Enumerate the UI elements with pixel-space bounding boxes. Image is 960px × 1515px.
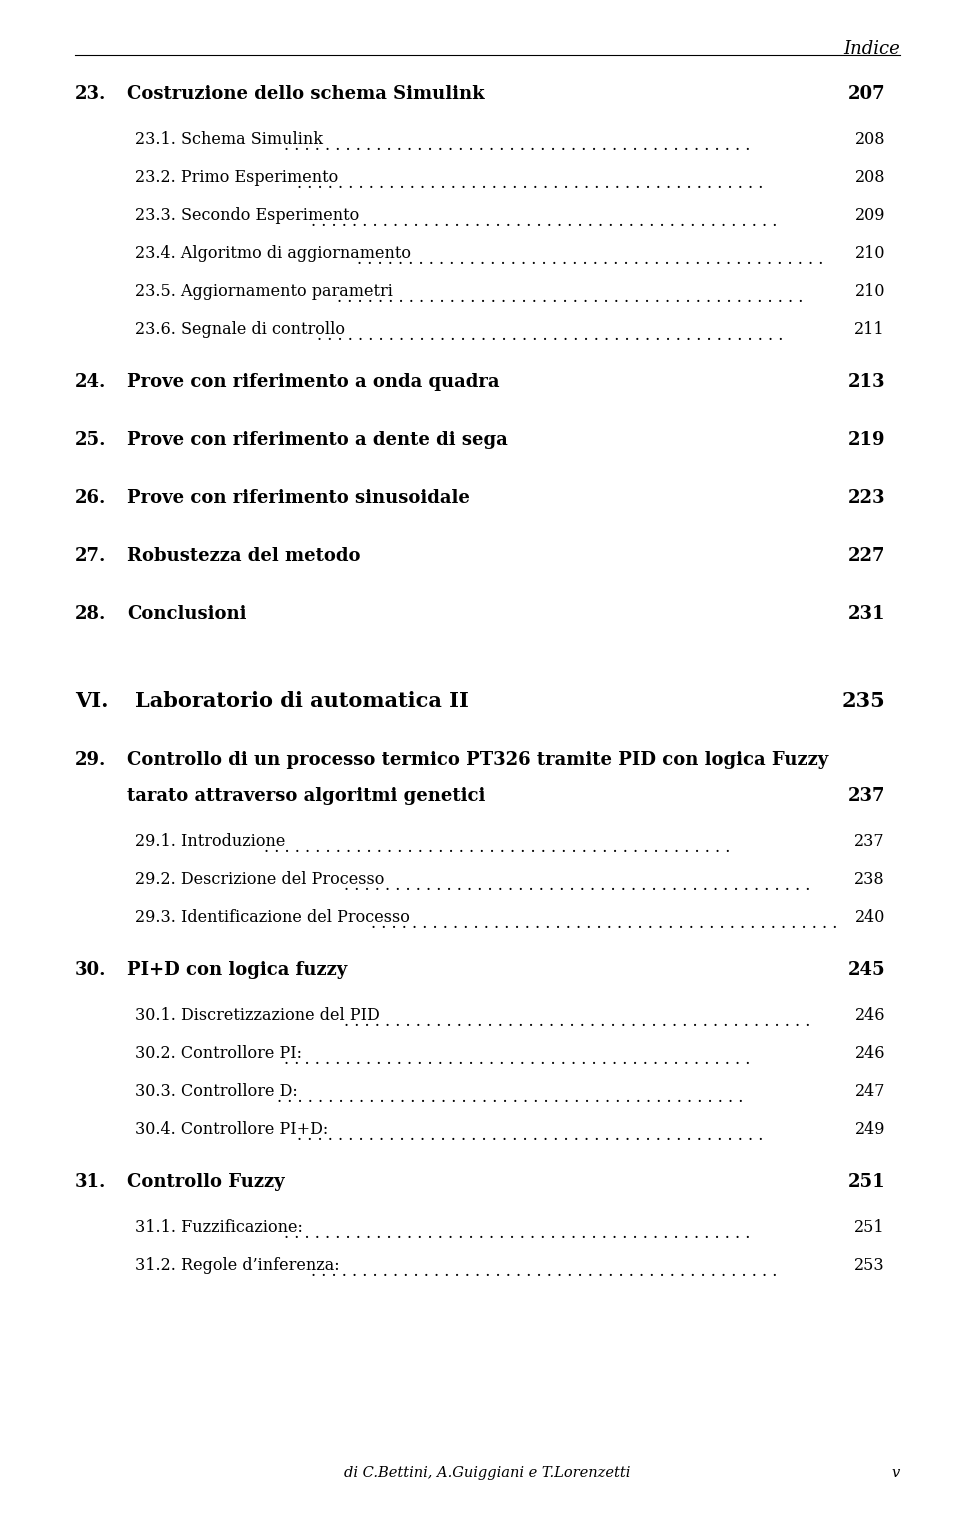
Text: . . . . . . . . . . . . . . . . . . . . . . . . . . . . . . . . . . . . . . . . : . . . . . . . . . . . . . . . . . . . . … — [310, 1262, 777, 1280]
Text: 23.1. Schema Simulink: 23.1. Schema Simulink — [135, 130, 323, 148]
Text: 23.: 23. — [75, 85, 107, 103]
Text: VI.: VI. — [75, 691, 108, 711]
Text: 209: 209 — [854, 208, 885, 224]
Text: 247: 247 — [854, 1083, 885, 1100]
Text: 31.: 31. — [75, 1173, 107, 1191]
Text: 28.: 28. — [75, 604, 107, 623]
Text: . . . . . . . . . . . . . . . . . . . . . . . . . . . . . . . . . . . . . . . . : . . . . . . . . . . . . . . . . . . . . … — [297, 1127, 763, 1144]
Text: . . . . . . . . . . . . . . . . . . . . . . . . . . . . . . . . . . . . . . . . : . . . . . . . . . . . . . . . . . . . . … — [284, 1224, 750, 1241]
Text: 237: 237 — [854, 833, 885, 850]
Text: 30.2. Controllore PI:: 30.2. Controllore PI: — [135, 1045, 302, 1062]
Text: Controllo di un processo termico PT326 tramite PID con logica Fuzzy: Controllo di un processo termico PT326 t… — [127, 751, 828, 770]
Text: Indice: Indice — [843, 39, 900, 58]
Text: 238: 238 — [854, 871, 885, 888]
Text: 240: 240 — [854, 909, 885, 926]
Text: 23.2. Primo Esperimento: 23.2. Primo Esperimento — [135, 170, 338, 186]
Text: 30.1. Discretizzazione del PID: 30.1. Discretizzazione del PID — [135, 1007, 380, 1024]
Text: 23.3. Secondo Esperimento: 23.3. Secondo Esperimento — [135, 208, 359, 224]
Text: di C.Bettini, A.Guiggiani e T.Lorenzetti: di C.Bettini, A.Guiggiani e T.Lorenzetti — [345, 1467, 631, 1480]
Text: 23.4. Algoritmo di aggiornamento: 23.4. Algoritmo di aggiornamento — [135, 245, 411, 262]
Text: tarato attraverso algoritmi genetici: tarato attraverso algoritmi genetici — [127, 786, 486, 804]
Text: 219: 219 — [848, 430, 885, 448]
Text: Prove con riferimento a onda quadra: Prove con riferimento a onda quadra — [127, 373, 499, 391]
Text: . . . . . . . . . . . . . . . . . . . . . . . . . . . . . . . . . . . . . . . . : . . . . . . . . . . . . . . . . . . . . … — [277, 1088, 743, 1106]
Text: 213: 213 — [848, 373, 885, 391]
Text: 253: 253 — [854, 1257, 885, 1274]
Text: 211: 211 — [854, 321, 885, 338]
Text: . . . . . . . . . . . . . . . . . . . . . . . . . . . . . . . . . . . . . . . . : . . . . . . . . . . . . . . . . . . . . … — [344, 1012, 810, 1030]
Text: 231: 231 — [848, 604, 885, 623]
Text: Laboratorio di automatica II: Laboratorio di automatica II — [135, 691, 468, 711]
Text: 27.: 27. — [75, 547, 107, 565]
Text: . . . . . . . . . . . . . . . . . . . . . . . . . . . . . . . . . . . . . . . . : . . . . . . . . . . . . . . . . . . . . … — [297, 174, 763, 191]
Text: 25.: 25. — [75, 430, 107, 448]
Text: v: v — [892, 1467, 900, 1480]
Text: 227: 227 — [848, 547, 885, 565]
Text: 251: 251 — [848, 1173, 885, 1191]
Text: . . . . . . . . . . . . . . . . . . . . . . . . . . . . . . . . . . . . . . . . : . . . . . . . . . . . . . . . . . . . . … — [337, 288, 804, 306]
Text: . . . . . . . . . . . . . . . . . . . . . . . . . . . . . . . . . . . . . . . . : . . . . . . . . . . . . . . . . . . . . … — [344, 877, 810, 894]
Text: 29.3. Identificazione del Processo: 29.3. Identificazione del Processo — [135, 909, 410, 926]
Text: . . . . . . . . . . . . . . . . . . . . . . . . . . . . . . . . . . . . . . . . : . . . . . . . . . . . . . . . . . . . . … — [310, 212, 777, 229]
Text: Prove con riferimento a dente di sega: Prove con riferimento a dente di sega — [127, 430, 508, 448]
Text: 208: 208 — [854, 130, 885, 148]
Text: Conclusioni: Conclusioni — [127, 604, 247, 623]
Text: 251: 251 — [854, 1220, 885, 1236]
Text: 210: 210 — [854, 245, 885, 262]
Text: 210: 210 — [854, 283, 885, 300]
Text: 29.2. Descrizione del Processo: 29.2. Descrizione del Processo — [135, 871, 384, 888]
Text: PI+D con logica fuzzy: PI+D con logica fuzzy — [127, 961, 348, 979]
Text: 23.5. Aggiornamento parametri: 23.5. Aggiornamento parametri — [135, 283, 393, 300]
Text: 208: 208 — [854, 170, 885, 186]
Text: 31.2. Regole d’inferenza:: 31.2. Regole d’inferenza: — [135, 1257, 340, 1274]
Text: 30.: 30. — [75, 961, 107, 979]
Text: 235: 235 — [841, 691, 885, 711]
Text: 246: 246 — [854, 1007, 885, 1024]
Text: . . . . . . . . . . . . . . . . . . . . . . . . . . . . . . . . . . . . . . . . : . . . . . . . . . . . . . . . . . . . . … — [284, 136, 750, 153]
Text: 30.3. Controllore D:: 30.3. Controllore D: — [135, 1083, 298, 1100]
Text: 245: 245 — [848, 961, 885, 979]
Text: . . . . . . . . . . . . . . . . . . . . . . . . . . . . . . . . . . . . . . . . : . . . . . . . . . . . . . . . . . . . . … — [264, 838, 730, 856]
Text: Costruzione dello schema Simulink: Costruzione dello schema Simulink — [127, 85, 485, 103]
Text: 24.: 24. — [75, 373, 107, 391]
Text: 31.1. Fuzzificazione:: 31.1. Fuzzificazione: — [135, 1220, 302, 1236]
Text: 246: 246 — [854, 1045, 885, 1062]
Text: 207: 207 — [848, 85, 885, 103]
Text: 29.1. Introduzione: 29.1. Introduzione — [135, 833, 285, 850]
Text: . . . . . . . . . . . . . . . . . . . . . . . . . . . . . . . . . . . . . . . . : . . . . . . . . . . . . . . . . . . . . … — [357, 250, 824, 268]
Text: 237: 237 — [848, 786, 885, 804]
Text: Controllo Fuzzy: Controllo Fuzzy — [127, 1173, 284, 1191]
Text: 29.: 29. — [75, 751, 107, 770]
Text: . . . . . . . . . . . . . . . . . . . . . . . . . . . . . . . . . . . . . . . . : . . . . . . . . . . . . . . . . . . . . … — [371, 915, 837, 932]
Text: 249: 249 — [854, 1121, 885, 1138]
Text: Prove con riferimento sinusoidale: Prove con riferimento sinusoidale — [127, 489, 469, 508]
Text: 26.: 26. — [75, 489, 107, 508]
Text: 23.6. Segnale di controllo: 23.6. Segnale di controllo — [135, 321, 345, 338]
Text: 30.4. Controllore PI+D:: 30.4. Controllore PI+D: — [135, 1121, 328, 1138]
Text: 223: 223 — [848, 489, 885, 508]
Text: . . . . . . . . . . . . . . . . . . . . . . . . . . . . . . . . . . . . . . . . : . . . . . . . . . . . . . . . . . . . . … — [317, 327, 783, 344]
Text: Robustezza del metodo: Robustezza del metodo — [127, 547, 361, 565]
Text: . . . . . . . . . . . . . . . . . . . . . . . . . . . . . . . . . . . . . . . . : . . . . . . . . . . . . . . . . . . . . … — [284, 1050, 750, 1068]
